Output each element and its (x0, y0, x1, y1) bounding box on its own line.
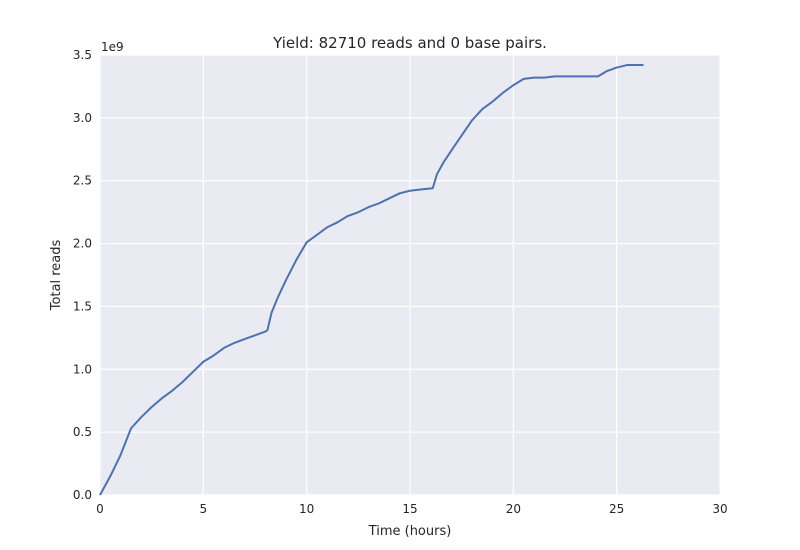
y-axis-ticks: 0.0 0.5 1.0 1.5 2.0 2.5 3.0 3.5 (73, 48, 92, 502)
y-axis-label: Total reads (49, 240, 64, 312)
y-tick-label: 1.0 (73, 362, 92, 376)
x-tick-label: 30 (712, 502, 727, 516)
x-tick-label: 20 (506, 502, 521, 516)
x-tick-label: 25 (609, 502, 624, 516)
y-tick-label: 1.5 (73, 299, 92, 313)
y-tick-label: 3.5 (73, 48, 92, 62)
y-tick-label: 2.0 (73, 237, 92, 251)
x-tick-label: 15 (402, 502, 417, 516)
series-line (99, 64, 644, 496)
y-tick-label: 0.0 (73, 488, 92, 502)
x-axis-ticks: 0 5 10 15 20 25 30 (96, 502, 727, 516)
x-tick-label: 10 (299, 502, 314, 516)
y-offset-label: 1e9 (101, 40, 124, 54)
x-tick-label: 0 (96, 502, 104, 516)
chart-title: Yield: 82710 reads and 0 base pairs. (272, 34, 547, 52)
x-axis-label: Time (hours) (368, 524, 452, 539)
x-tick-label: 5 (200, 502, 208, 516)
y-tick-label: 0.5 (73, 425, 92, 439)
y-tick-label: 2.5 (73, 174, 92, 188)
gridlines (99, 54, 721, 496)
y-tick-label: 3.0 (73, 111, 92, 125)
